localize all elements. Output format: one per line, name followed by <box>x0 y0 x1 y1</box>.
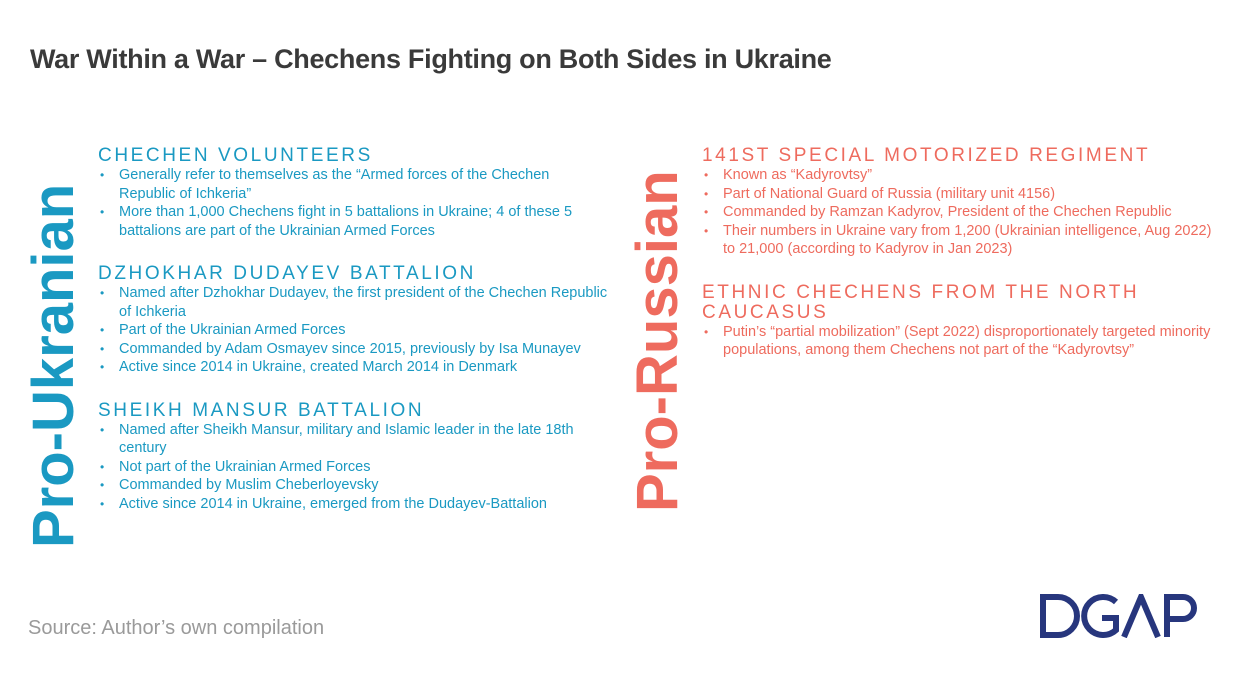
pro-russian-label: Pro-Russian <box>625 170 690 512</box>
list-item: Part of National Guard of Russia (milita… <box>702 185 1212 204</box>
list-item: Putin’s “partial mobilization” (Sept 202… <box>702 323 1212 360</box>
dgap-logo <box>1040 594 1197 638</box>
list-item: Their numbers in Ukraine vary from 1,200… <box>702 222 1212 259</box>
source-note: Source: Author’s own compilation <box>28 617 325 639</box>
list-item: Named after Dzhokhar Dudayev, the first … <box>98 284 608 321</box>
list-item: Commanded by Muslim Cheberloyevsky <box>98 476 608 495</box>
section-title: DZHOKHAR DUDAYEV BATTALION <box>98 263 476 284</box>
pro-ukrainian-label: Pro-Ukranian <box>21 183 86 548</box>
section-ethnic-chechens: ETHNIC CHECHENS FROM THE NORTH CAUCASUS … <box>702 281 1212 360</box>
list-item: Part of the Ukrainian Armed Forces <box>98 321 608 340</box>
list-item: More than 1,000 Chechens fight in 5 batt… <box>98 203 608 240</box>
section-chechen-volunteers: CHECHEN VOLUNTEERS Generally refer to th… <box>98 146 608 240</box>
page-title: War Within a War – Chechens Fighting on … <box>30 44 832 74</box>
section-141st-regiment: 141ST SPECIAL MOTORIZED REGIMENT Known a… <box>702 146 1212 259</box>
section-title: 141ST SPECIAL MOTORIZED REGIMENT <box>702 145 1151 166</box>
list-item: Not part of the Ukrainian Armed Forces <box>98 458 608 477</box>
list-item: Generally refer to themselves as the “Ar… <box>98 166 608 203</box>
section-sheikh-mansur-battalion: SHEIKH MANSUR BATTALION Named after Shei… <box>98 399 608 514</box>
list-item: Commanded by Ramzan Kadyrov, President o… <box>702 203 1212 222</box>
pro-russian-column: 141ST SPECIAL MOTORIZED REGIMENT Known a… <box>702 146 1212 384</box>
list-item: Active since 2014 in Ukraine, emerged fr… <box>98 495 608 514</box>
pro-ukrainian-column: CHECHEN VOLUNTEERS Generally refer to th… <box>98 146 608 537</box>
section-title: ETHNIC CHECHENS FROM THE NORTH CAUCASUS <box>702 281 1140 323</box>
section-title: CHECHEN VOLUNTEERS <box>98 145 373 166</box>
section-title: SHEIKH MANSUR BATTALION <box>98 399 425 421</box>
list-item: Active since 2014 in Ukraine, created Ma… <box>98 358 608 377</box>
list-item: Named after Sheikh Mansur, military and … <box>98 421 608 458</box>
list-item: Commanded by Adam Osmayev since 2015, pr… <box>98 340 608 359</box>
list-item: Known as “Kadyrovtsy” <box>702 166 1212 185</box>
section-dudayev-battalion: DZHOKHAR DUDAYEV BATTALION Named after D… <box>98 264 608 377</box>
